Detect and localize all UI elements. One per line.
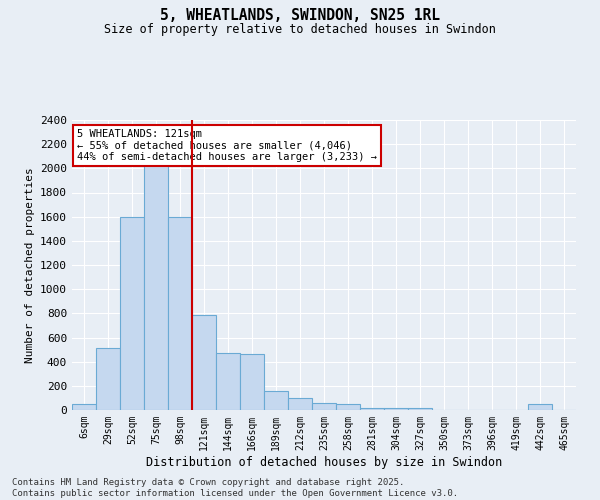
- Bar: [240, 354, 264, 410]
- Text: 5, WHEATLANDS, SWINDON, SN25 1RL: 5, WHEATLANDS, SWINDON, SN25 1RL: [160, 8, 440, 22]
- Text: Size of property relative to detached houses in Swindon: Size of property relative to detached ho…: [104, 22, 496, 36]
- Y-axis label: Number of detached properties: Number of detached properties: [25, 167, 35, 363]
- Bar: [288, 398, 312, 410]
- Bar: [72, 404, 96, 410]
- Text: 5 WHEATLANDS: 121sqm
← 55% of detached houses are smaller (4,046)
44% of semi-de: 5 WHEATLANDS: 121sqm ← 55% of detached h…: [77, 128, 377, 162]
- Bar: [264, 390, 288, 410]
- Bar: [528, 404, 552, 410]
- Bar: [360, 408, 384, 410]
- Bar: [96, 348, 120, 410]
- Bar: [168, 216, 192, 410]
- Text: Contains HM Land Registry data © Crown copyright and database right 2025.
Contai: Contains HM Land Registry data © Crown c…: [12, 478, 458, 498]
- Bar: [408, 408, 432, 410]
- Bar: [216, 353, 240, 410]
- Bar: [384, 408, 408, 410]
- Bar: [192, 314, 216, 410]
- Bar: [336, 404, 360, 410]
- Bar: [144, 162, 168, 410]
- X-axis label: Distribution of detached houses by size in Swindon: Distribution of detached houses by size …: [146, 456, 502, 468]
- Bar: [120, 216, 144, 410]
- Bar: [312, 403, 336, 410]
